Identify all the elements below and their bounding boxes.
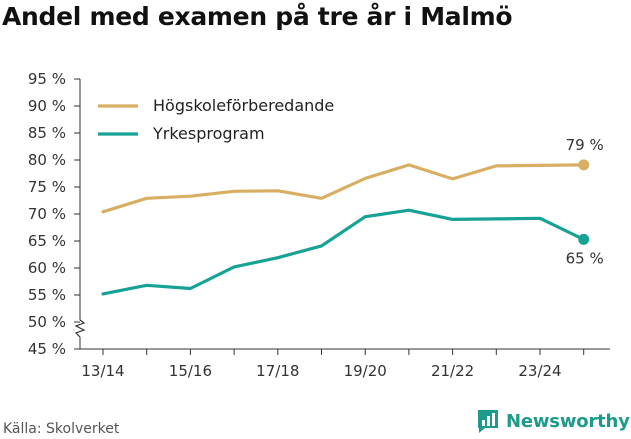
- series-end-point: [578, 159, 590, 171]
- brand-logo[interactable]: Newsworthy: [476, 408, 630, 434]
- y-tick-label: 70 %: [28, 205, 66, 223]
- series-line-yrkesprogram: [101, 208, 586, 296]
- y-tick-label: 60 %: [28, 259, 66, 277]
- x-tick-label: 19/20: [344, 362, 387, 380]
- x-tick-label: 21/22: [431, 362, 474, 380]
- series-line-hogskoleforberedande: [101, 163, 586, 214]
- newsworthy-logo-icon: [478, 410, 498, 433]
- y-tick-label: 80 %: [28, 151, 66, 169]
- chart-title: Andel med examen på tre år i Malmö: [2, 2, 513, 31]
- x-tick-label: 17/18: [256, 362, 299, 380]
- y-tick-label: 45 %: [28, 340, 66, 358]
- y-axis: 45 % 50 % 55 % 60 % 65 % 70 % 75 % 80 % 85 % 90 %…: [28, 70, 86, 358]
- y-tick-label: 75 %: [28, 178, 66, 196]
- y-axis-break-icon: [74, 319, 86, 338]
- y-tick-label: 65 %: [28, 232, 66, 250]
- legend-label: Yrkesprogram: [152, 124, 265, 143]
- source-note: Källa: Skolverket: [3, 421, 120, 437]
- y-tick-label: 90 %: [28, 97, 66, 115]
- x-tick-label: 13/14: [81, 362, 124, 380]
- y-tick-label: 50 %: [28, 313, 66, 331]
- x-axis: 13/14 15/16 17/18 19/20 21/22 23/24: [80, 348, 610, 380]
- x-tick-label: 23/24: [518, 362, 561, 380]
- y-tick-label: 85 %: [28, 124, 66, 142]
- y-tick-label: 55 %: [28, 286, 66, 304]
- series-lines: 79 % 65 %: [101, 136, 604, 296]
- series-end-label: 79 %: [566, 136, 604, 154]
- brand-name: Newsworthy: [506, 410, 630, 432]
- legend-label: Högskoleförberedande: [153, 96, 334, 115]
- series-end-point: [578, 233, 590, 245]
- series-end-label: 65 %: [566, 249, 604, 267]
- x-tick-label: 15/16: [169, 362, 212, 380]
- y-tick-label: 95 %: [28, 70, 66, 88]
- legend: Högskoleförberedande Yrkesprogram: [98, 96, 334, 143]
